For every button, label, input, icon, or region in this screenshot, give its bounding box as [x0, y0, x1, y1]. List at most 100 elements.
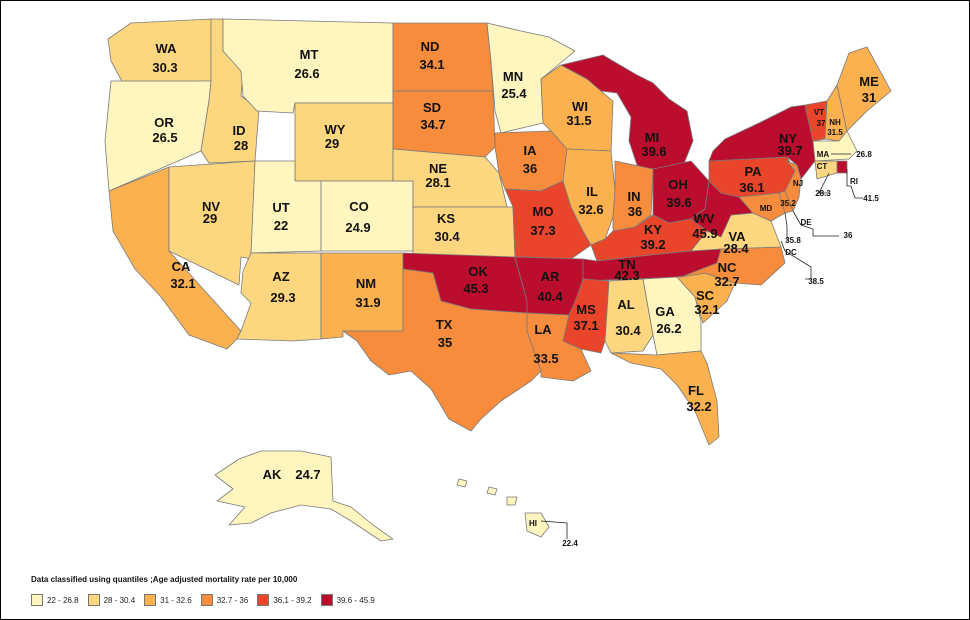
state-value-hi: 22.4	[562, 539, 578, 548]
state-label-ky: KY	[644, 222, 662, 237]
state-value-ar: 40.4	[537, 289, 563, 304]
state-value-id: 28	[234, 138, 248, 153]
state-ms[interactable]	[562, 278, 610, 354]
state-value-in: 36	[628, 204, 642, 219]
state-sd[interactable]	[392, 90, 496, 158]
legend: Data classified using quantiles ;Age adj…	[31, 575, 384, 606]
state-ny[interactable]	[708, 104, 816, 180]
state-ak[interactable]	[214, 450, 394, 542]
legend-swatch	[257, 594, 270, 606]
state-value-nh: 31.5	[827, 128, 843, 137]
legend-item: 28 - 30.4	[87, 594, 136, 606]
state-wy[interactable]	[294, 102, 394, 182]
state-value-tx: 35	[438, 335, 452, 350]
state-label-ak: AK	[263, 467, 282, 482]
state-value-sc: 32.1	[694, 302, 719, 317]
state-value-wa: 30.3	[152, 60, 177, 75]
state-label-ny: NY	[779, 131, 797, 146]
state-label-wy: WY	[325, 122, 346, 137]
state-label-mo: MO	[533, 204, 554, 219]
state-label-ms: MS	[576, 302, 596, 317]
state-value-vt: 37	[817, 119, 826, 128]
state-label-nm: NM	[356, 276, 376, 291]
state-ct[interactable]	[814, 160, 838, 180]
state-label-wi: WI	[572, 99, 588, 114]
state-value-me: 31	[862, 90, 876, 105]
state-value-ks: 30.4	[434, 229, 460, 244]
state-value-al: 30.4	[615, 323, 641, 338]
legend-label: 31 - 32.6	[160, 595, 192, 605]
legend-item: 31 - 32.6	[144, 594, 192, 606]
state-label-tx: TX	[436, 317, 453, 332]
state-value-or: 26.5	[152, 130, 177, 145]
state-label-me: ME	[859, 74, 879, 89]
state-label-ga: GA	[655, 304, 675, 319]
state-value-ne: 28.1	[425, 175, 450, 190]
legend-swatch	[200, 594, 213, 606]
state-value-ms: 37.1	[573, 318, 598, 333]
state-value-sd: 34.7	[420, 117, 445, 132]
state-value-nj: 35.2	[780, 199, 796, 208]
legend-title: Data classified using quantiles ;Age adj…	[31, 575, 298, 584]
state-label-az: AZ	[272, 269, 289, 284]
state-fl[interactable]	[610, 350, 720, 446]
state-label-co: CO	[349, 199, 369, 214]
state-label-ia: IA	[524, 143, 538, 158]
state-value-nv: 29	[203, 211, 217, 226]
leader-line	[846, 169, 863, 199]
state-value-il: 32.6	[578, 202, 603, 217]
state-label-or: OR	[154, 115, 174, 130]
leader-line	[818, 172, 830, 194]
state-value-ia: 36	[523, 161, 537, 176]
state-label-ma: MA	[817, 150, 830, 159]
state-tx[interactable]	[342, 268, 542, 432]
state-value-ct: 28.3	[815, 189, 831, 198]
legend-label: 32.7 - 36	[216, 595, 249, 605]
state-value-ak: 24.7	[295, 467, 320, 482]
state-label-mn: MN	[503, 69, 523, 84]
legend-swatch	[31, 594, 43, 606]
state-label-ok: OK	[468, 264, 488, 279]
state-ks[interactable]	[412, 206, 516, 258]
state-value-la: 33.5	[533, 351, 558, 366]
leader-line	[784, 212, 788, 241]
state-label-ut: UT	[272, 200, 289, 215]
state-nc[interactable]	[680, 246, 786, 286]
state-value-fl: 32.2	[686, 399, 711, 414]
state-label-sd: SD	[423, 100, 441, 115]
state-co[interactable]	[320, 180, 414, 252]
state-value-nm: 31.9	[355, 295, 380, 310]
state-label-in: IN	[628, 189, 641, 204]
state-label-md: MD	[760, 204, 773, 213]
state-ri[interactable]	[836, 160, 848, 174]
state-label-nh: NH	[829, 118, 841, 127]
state-hi[interactable]	[456, 478, 550, 538]
state-label-ne: NE	[429, 161, 447, 176]
state-value-mi: 39.6	[641, 144, 666, 159]
state-label-oh: OH	[668, 177, 688, 192]
state-md[interactable]	[738, 192, 786, 222]
state-value-nc: 32.7	[714, 274, 739, 289]
state-label-nj: NJ	[793, 179, 803, 188]
leader-line	[540, 520, 568, 539]
state-label-tn: TN	[618, 257, 635, 272]
state-me[interactable]	[836, 46, 892, 132]
state-value-mt: 26.6	[294, 66, 319, 81]
legend-label: 28 - 30.4	[103, 595, 136, 605]
state-value-wv: 45.9	[692, 226, 717, 241]
state-nj[interactable]	[784, 160, 802, 212]
state-value-ok: 45.3	[463, 281, 488, 296]
state-value-wy: 29	[325, 136, 339, 151]
state-value-az: 29.3	[270, 290, 295, 305]
legend-label: 22 - 26.8	[47, 595, 79, 605]
state-label-al: AL	[617, 297, 634, 312]
state-value-ca: 32.1	[170, 276, 195, 291]
state-label-de: DE	[800, 218, 812, 227]
state-label-mi: MI	[645, 130, 659, 145]
state-value-md: 35.8	[785, 236, 801, 245]
state-label-id: ID	[233, 123, 246, 138]
state-value-ri: 41.5	[863, 194, 879, 203]
legend-item: 32.7 - 36	[200, 594, 249, 606]
state-label-il: IL	[586, 184, 598, 199]
